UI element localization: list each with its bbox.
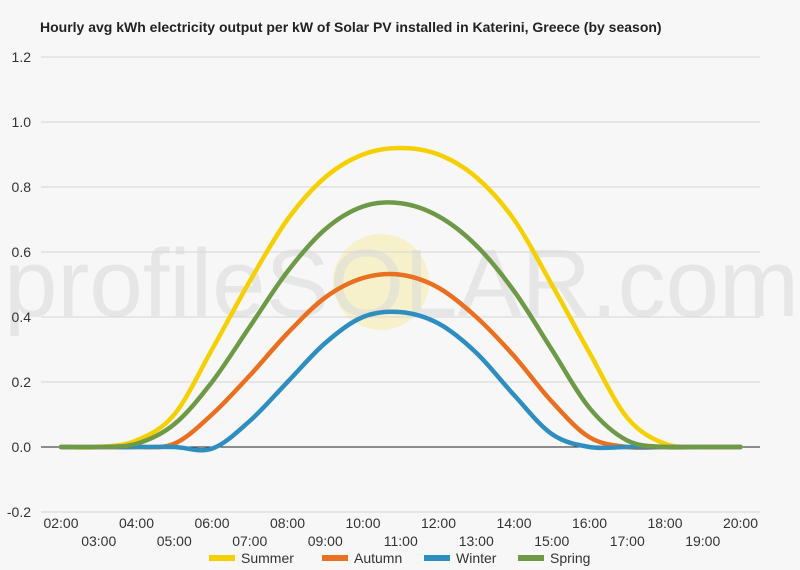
x-tick-label: 18:00 <box>647 515 682 531</box>
x-tick-label: 06:00 <box>194 515 229 531</box>
x-tick-label: 04:00 <box>119 515 154 531</box>
x-tick-label: 07:00 <box>232 533 267 549</box>
legend-swatch <box>209 555 235 561</box>
x-tick-label: 14:00 <box>496 515 531 531</box>
x-tick-label: 08:00 <box>270 515 305 531</box>
legend-swatch <box>518 555 544 561</box>
x-axis-ticks: 02:0003:0004:0005:0006:0007:0008:0009:00… <box>43 515 758 549</box>
x-tick-label: 16:00 <box>572 515 607 531</box>
x-tick-label: 19:00 <box>685 533 720 549</box>
legend-label: Autumn <box>354 550 402 566</box>
y-axis-ticks: -0.2 0.0 0.2 0.4 0.6 0.8 1.0 1.2 <box>7 49 31 520</box>
series-line-spring <box>58 200 743 450</box>
legend-item-autumn: Autumn <box>322 550 402 566</box>
y-tick-label: 0.0 <box>12 439 32 455</box>
x-tick-label: 13:00 <box>459 533 494 549</box>
x-tick-label: 12:00 <box>421 515 456 531</box>
legend: Summer Autumn Winter Spring <box>209 550 590 566</box>
series-line-summer <box>58 145 743 450</box>
x-tick-label: 05:00 <box>157 533 192 549</box>
watermark-text: profileSOLAR.com <box>4 230 799 337</box>
watermark-sun <box>333 234 429 330</box>
series-lines <box>58 145 743 453</box>
y-tick-label: -0.2 <box>7 504 31 520</box>
legend-item-summer: Summer <box>209 550 294 566</box>
legend-label: Summer <box>241 550 294 566</box>
chart-title: Hourly avg kWh electricity output per kW… <box>40 19 662 35</box>
y-tick-label: 0.4 <box>12 309 32 325</box>
legend-label: Winter <box>456 550 497 566</box>
watermark: profileSOLAR.com <box>4 230 799 337</box>
legend-item-spring: Spring <box>518 550 590 566</box>
legend-item-winter: Winter <box>424 550 497 566</box>
series-line-winter <box>58 309 743 453</box>
x-tick-label: 20:00 <box>723 515 758 531</box>
legend-swatch <box>424 555 450 561</box>
y-tick-label: 1.0 <box>12 114 32 130</box>
y-tick-label: 0.2 <box>12 374 32 390</box>
x-tick-label: 02:00 <box>43 515 78 531</box>
y-tick-label: 0.8 <box>12 179 32 195</box>
x-tick-label: 03:00 <box>81 533 116 549</box>
legend-swatch <box>322 555 348 561</box>
y-tick-label: 0.6 <box>12 244 32 260</box>
x-tick-label: 09:00 <box>308 533 343 549</box>
x-tick-label: 10:00 <box>345 515 380 531</box>
x-tick-label: 15:00 <box>534 533 569 549</box>
y-tick-label: 1.2 <box>12 49 32 65</box>
x-tick-label: 17:00 <box>610 533 645 549</box>
x-tick-label: 11:00 <box>384 533 418 549</box>
legend-label: Spring <box>550 550 590 566</box>
